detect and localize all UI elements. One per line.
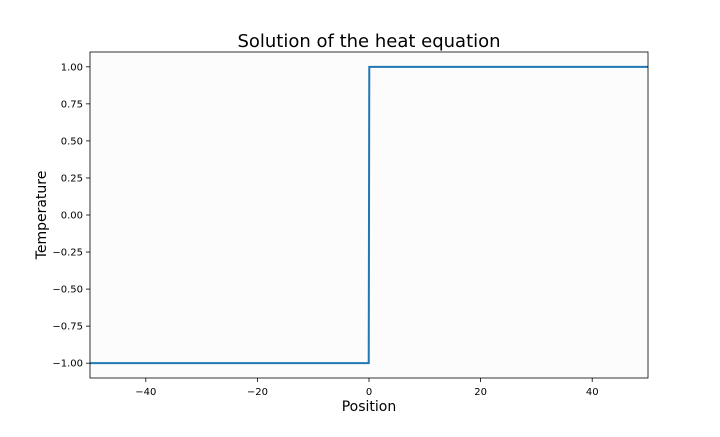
x-tick-label: 40 xyxy=(586,387,599,398)
y-tick-label: 0.50 xyxy=(61,136,83,147)
x-axis-label: Position xyxy=(342,399,397,415)
series-layer xyxy=(90,65,648,365)
y-axis-label: Temperature xyxy=(34,171,50,261)
y-tick-label: 0.00 xyxy=(61,211,83,222)
tick-layer: −40 −20 0 20 40 1.00 0.75 0.50 0.25 0.00 −0.25 −0.5… xyxy=(52,62,598,398)
y-tick-label: 0.75 xyxy=(61,99,83,110)
y-tick-label: −0.75 xyxy=(52,322,83,333)
plot-frame xyxy=(89,51,649,379)
y-tick-label: 1.00 xyxy=(61,62,83,73)
x-tick-label: 20 xyxy=(474,387,487,398)
y-tick-label: −1.00 xyxy=(52,359,83,370)
y-tick-label: 0.25 xyxy=(61,173,83,184)
chart-title: Solution of the heat equation xyxy=(237,31,500,52)
x-tick-label: −40 xyxy=(135,387,156,398)
y-tick-label: −0.25 xyxy=(52,248,83,259)
series-line-0 xyxy=(90,65,648,365)
x-tick-label: −20 xyxy=(247,387,268,398)
x-tick-label: 0 xyxy=(366,387,372,398)
y-tick-label: −0.50 xyxy=(52,285,83,296)
